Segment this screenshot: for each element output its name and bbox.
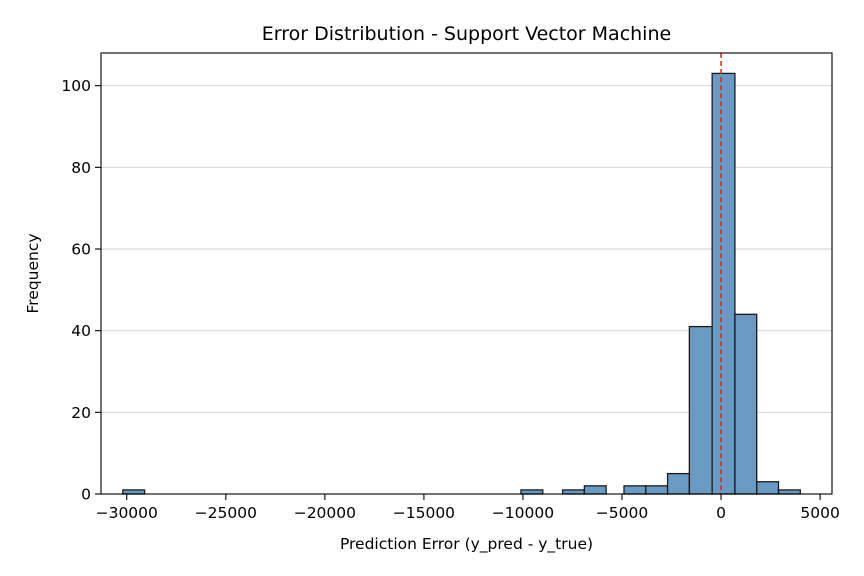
x-tick-label: 5000 xyxy=(800,504,839,522)
x-tick-label: −5000 xyxy=(596,504,648,522)
x-axis-ticks: −30000 −25000 −20000 −15000 −10000 −5000 0 5000 xyxy=(96,494,840,522)
y-axis-ticks: 0 20 40 60 80 100 xyxy=(61,77,101,504)
y-axis-label: Frequency xyxy=(24,233,42,313)
histogram-bar xyxy=(777,489,801,495)
histogram-bar xyxy=(561,489,586,495)
histogram-bar xyxy=(711,72,736,495)
x-tick-label: −25000 xyxy=(195,504,257,522)
plot-frame xyxy=(100,52,833,495)
y-tick-label: 100 xyxy=(61,77,91,95)
histogram-bar xyxy=(645,485,669,495)
histogram-bar xyxy=(520,489,544,495)
histogram-bar xyxy=(122,489,146,495)
histogram-bar xyxy=(734,313,758,495)
histogram-bar xyxy=(756,481,780,495)
x-tick-label: −15000 xyxy=(393,504,455,522)
x-tick-label: −20000 xyxy=(294,504,356,522)
x-tick-label: 0 xyxy=(716,504,726,522)
chart-title: Error Distribution - Support Vector Mach… xyxy=(262,23,671,45)
y-tick-label: 60 xyxy=(71,241,91,259)
x-axis-label: Prediction Error (y_pred - y_true) xyxy=(340,535,593,554)
x-tick-label: −30000 xyxy=(96,504,158,522)
y-tick-label: 80 xyxy=(71,159,91,177)
histogram-bar xyxy=(583,485,607,495)
y-tick-label: 0 xyxy=(81,486,91,504)
y-tick-label: 40 xyxy=(71,322,91,340)
histogram-bar xyxy=(666,472,691,495)
x-tick-label: −10000 xyxy=(492,504,554,522)
histogram-bar xyxy=(623,485,647,495)
histogram-bars xyxy=(122,72,801,495)
histogram-bar xyxy=(688,325,713,495)
y-tick-label: 20 xyxy=(71,404,91,422)
